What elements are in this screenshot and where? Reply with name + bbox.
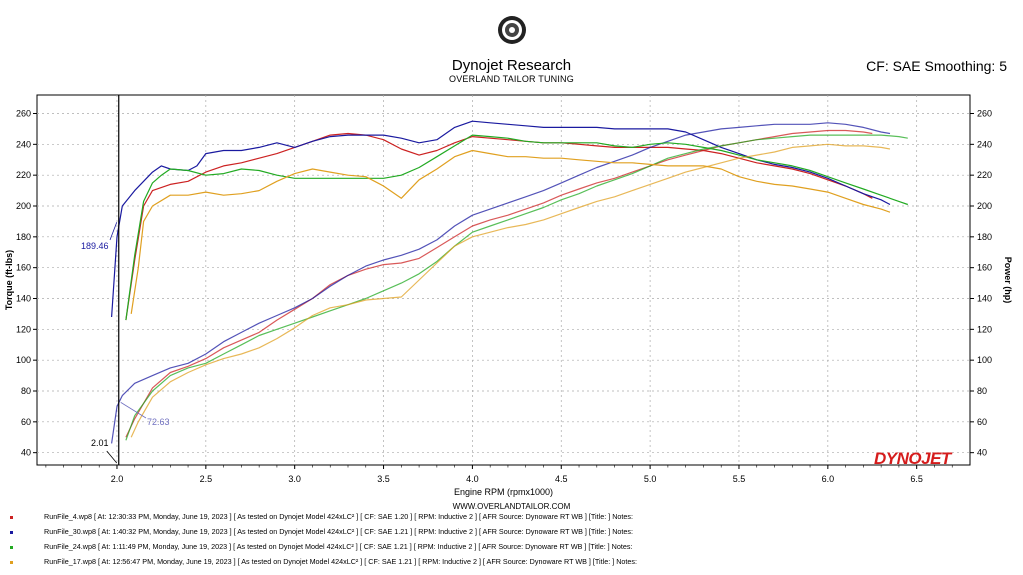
tick-label-y: 60 <box>21 417 31 427</box>
cursor-power-label: 72.63 <box>147 417 170 427</box>
cursor-rpm-pointer <box>106 450 118 464</box>
tick-label-x: 2.0 <box>111 474 124 484</box>
legend-text: RunFile_4.wp8 [ At: 12:30:33 PM, Monday,… <box>44 512 633 521</box>
tick-label-y: 200 <box>16 201 31 211</box>
tick-label-y-right: 260 <box>977 109 992 119</box>
legend-text: RunFile_30.wp8 [ At: 1:40:32 PM, Monday,… <box>44 527 633 536</box>
tick-label-y-right: 200 <box>977 201 992 211</box>
x-axis-label: Engine RPM (rpmx1000) <box>454 487 553 497</box>
tick-label-y: 100 <box>16 355 31 365</box>
series-power-line-2 <box>125 134 908 441</box>
series-power-line-1 <box>111 122 891 444</box>
cursor-torque-label: 189.46 <box>81 241 109 251</box>
legend-row: RunFile_24.wp8 [ At: 1:11:49 PM, Monday,… <box>10 542 632 551</box>
tick-label-y: 220 <box>16 170 31 180</box>
tick-label-y-right: 180 <box>977 232 992 242</box>
tick-label-x: 3.0 <box>288 474 301 484</box>
series-torque-line-3 <box>130 149 891 314</box>
tick-label-y: 160 <box>16 263 31 273</box>
tick-label-x: 5.0 <box>644 474 657 484</box>
dyno-chart: 40 40 60 60 80 80 100 100 120 120 140 140 160 160 180 1… <box>4 94 1013 497</box>
tick-label-y-right: 40 <box>977 448 987 458</box>
tick-label-y-right: 60 <box>977 417 987 427</box>
legend-swatch <box>10 545 13 549</box>
tick-label-x: 6.5 <box>910 474 923 484</box>
tick-label-y-right: 240 <box>977 139 992 149</box>
dynojet-logo: DYNOJET <box>874 449 951 468</box>
tick-label-x: 3.5 <box>377 474 390 484</box>
legend-swatch <box>10 560 13 564</box>
legend-text: RunFile_17.wp8 [ At: 12:56:47 PM, Monday… <box>44 557 637 566</box>
tick-label-x: 4.0 <box>466 474 479 484</box>
tick-label-y-right: 160 <box>977 263 992 273</box>
tick-label-y: 40 <box>21 448 31 458</box>
series-power-line-3 <box>130 143 891 438</box>
tick-label-y-right: 120 <box>977 324 992 334</box>
chart-subtitle: OVERLAND TAILOR TUNING <box>449 74 574 84</box>
series-torque-line-2 <box>125 134 908 321</box>
y-axis-label-left: Torque (ft-lbs) <box>4 250 14 310</box>
legend-swatch <box>10 515 13 519</box>
tick-label-y: 260 <box>16 109 31 119</box>
legend-row: RunFile_30.wp8 [ At: 1:40:32 PM, Monday,… <box>10 527 633 536</box>
tick-label-y: 80 <box>21 386 31 396</box>
correction-factor-label: CF: SAE Smoothing: 5 <box>866 58 1007 74</box>
tick-label-y: 240 <box>16 139 31 149</box>
website-text: WWW.OVERLANDTAILOR.COM <box>452 502 571 511</box>
legend-text: RunFile_24.wp8 [ At: 1:11:49 PM, Monday,… <box>44 542 633 551</box>
tick-label-x: 5.5 <box>733 474 746 484</box>
tick-label-x: 2.5 <box>200 474 213 484</box>
chart-title: Dynojet Research <box>451 57 572 74</box>
legend-row: RunFile_4.wp8 [ At: 12:30:33 PM, Monday,… <box>10 512 633 521</box>
tick-label-y-right: 220 <box>977 170 992 180</box>
tick-label-y: 140 <box>16 294 31 304</box>
tick-label-x: 6.0 <box>822 474 835 484</box>
dynojet-badge-icon <box>498 16 526 44</box>
y-axis-label-right: Power (hp) <box>1003 257 1013 304</box>
tick-label-y-right: 140 <box>977 294 992 304</box>
tick-label-y-right: 100 <box>977 355 992 365</box>
tick-label-y: 120 <box>16 324 31 334</box>
series-torque-line-0 <box>125 132 873 321</box>
cursor-rpm-label: 2.01 <box>91 438 109 448</box>
plot-frame <box>36 94 971 466</box>
cursor-torque-pointer <box>109 222 118 241</box>
tick-label-y: 180 <box>16 232 31 242</box>
legend-row: RunFile_17.wp8 [ At: 12:56:47 PM, Monday… <box>10 557 637 566</box>
tick-label-x: 4.5 <box>555 474 568 484</box>
cursor-power-pointer <box>120 402 147 419</box>
legend-swatch <box>10 530 13 534</box>
tick-label-y-right: 80 <box>977 386 987 396</box>
